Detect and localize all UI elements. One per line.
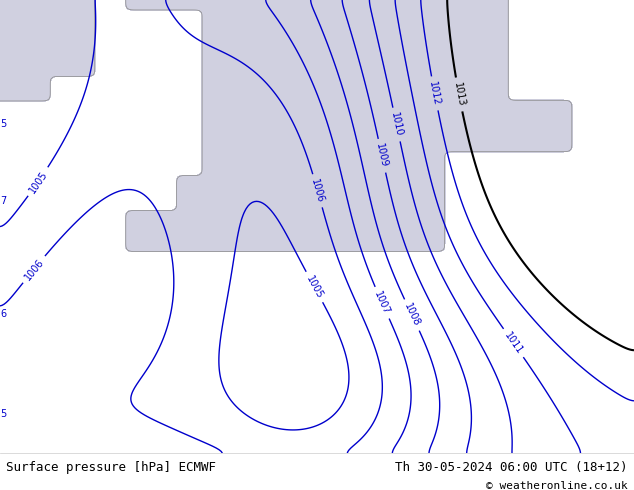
Text: 1007: 1007 [373,290,392,316]
Text: 5: 5 [1,409,7,419]
Text: 1012: 1012 [427,80,442,106]
Text: 7: 7 [1,196,7,206]
Text: 1005: 1005 [27,169,49,195]
Text: 5: 5 [1,119,7,129]
Text: 1008: 1008 [402,302,422,328]
Text: 1009: 1009 [375,143,389,169]
Text: 1011: 1011 [502,330,524,356]
Text: Th 30-05-2024 06:00 UTC (18+12): Th 30-05-2024 06:00 UTC (18+12) [395,461,628,474]
Text: 1013: 1013 [452,81,466,107]
Text: © weatheronline.co.uk: © weatheronline.co.uk [486,481,628,490]
Text: 1006: 1006 [22,257,46,282]
Text: 6: 6 [1,309,7,319]
Text: Surface pressure [hPa] ECMWF: Surface pressure [hPa] ECMWF [6,461,216,474]
Text: 1010: 1010 [389,112,404,138]
Text: 1006: 1006 [309,177,326,204]
Text: 1005: 1005 [304,274,325,300]
